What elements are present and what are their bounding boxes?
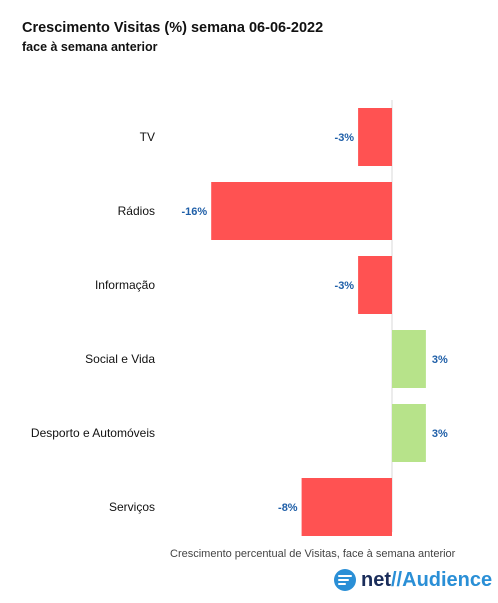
category-label-2: Informação <box>95 278 155 292</box>
value-label-3: 3% <box>432 354 448 366</box>
category-label-0: TV <box>140 130 155 144</box>
bar-3 <box>392 330 426 388</box>
chart-title: Crescimento Visitas (%) semana 06-06-202… <box>22 20 324 36</box>
category-label-1: Rádios <box>118 204 155 218</box>
category-label-3: Social e Vida <box>85 352 155 366</box>
chart-footnote: Crescimento percentual de Visitas, face … <box>170 548 456 560</box>
category-label-5: Serviços <box>109 500 155 514</box>
chart-subtitle: face à semana anterior <box>22 40 158 54</box>
value-label-0: -3% <box>335 132 355 144</box>
bar-1 <box>211 182 392 240</box>
bar-2 <box>358 256 392 314</box>
value-label-2: -3% <box>335 280 355 292</box>
netaudience-logo-icon <box>334 569 356 591</box>
category-label-4: Desporto e Automóveis <box>31 426 155 440</box>
bar-4 <box>392 404 426 462</box>
logo-text-audience: Audience <box>402 568 493 591</box>
bar-chart: TV -3% Rádios -16% Informação -3% Social e Vid… <box>31 100 448 536</box>
logo-text-net: net <box>361 568 391 591</box>
value-label-4: 3% <box>432 428 448 440</box>
bar-0 <box>358 108 392 166</box>
value-label-5: -8% <box>278 502 298 514</box>
bar-5 <box>301 478 392 536</box>
netaudience-logo: net // Audience <box>334 568 492 592</box>
logo-text-slash: // <box>391 568 403 591</box>
value-label-1: -16% <box>182 206 208 218</box>
